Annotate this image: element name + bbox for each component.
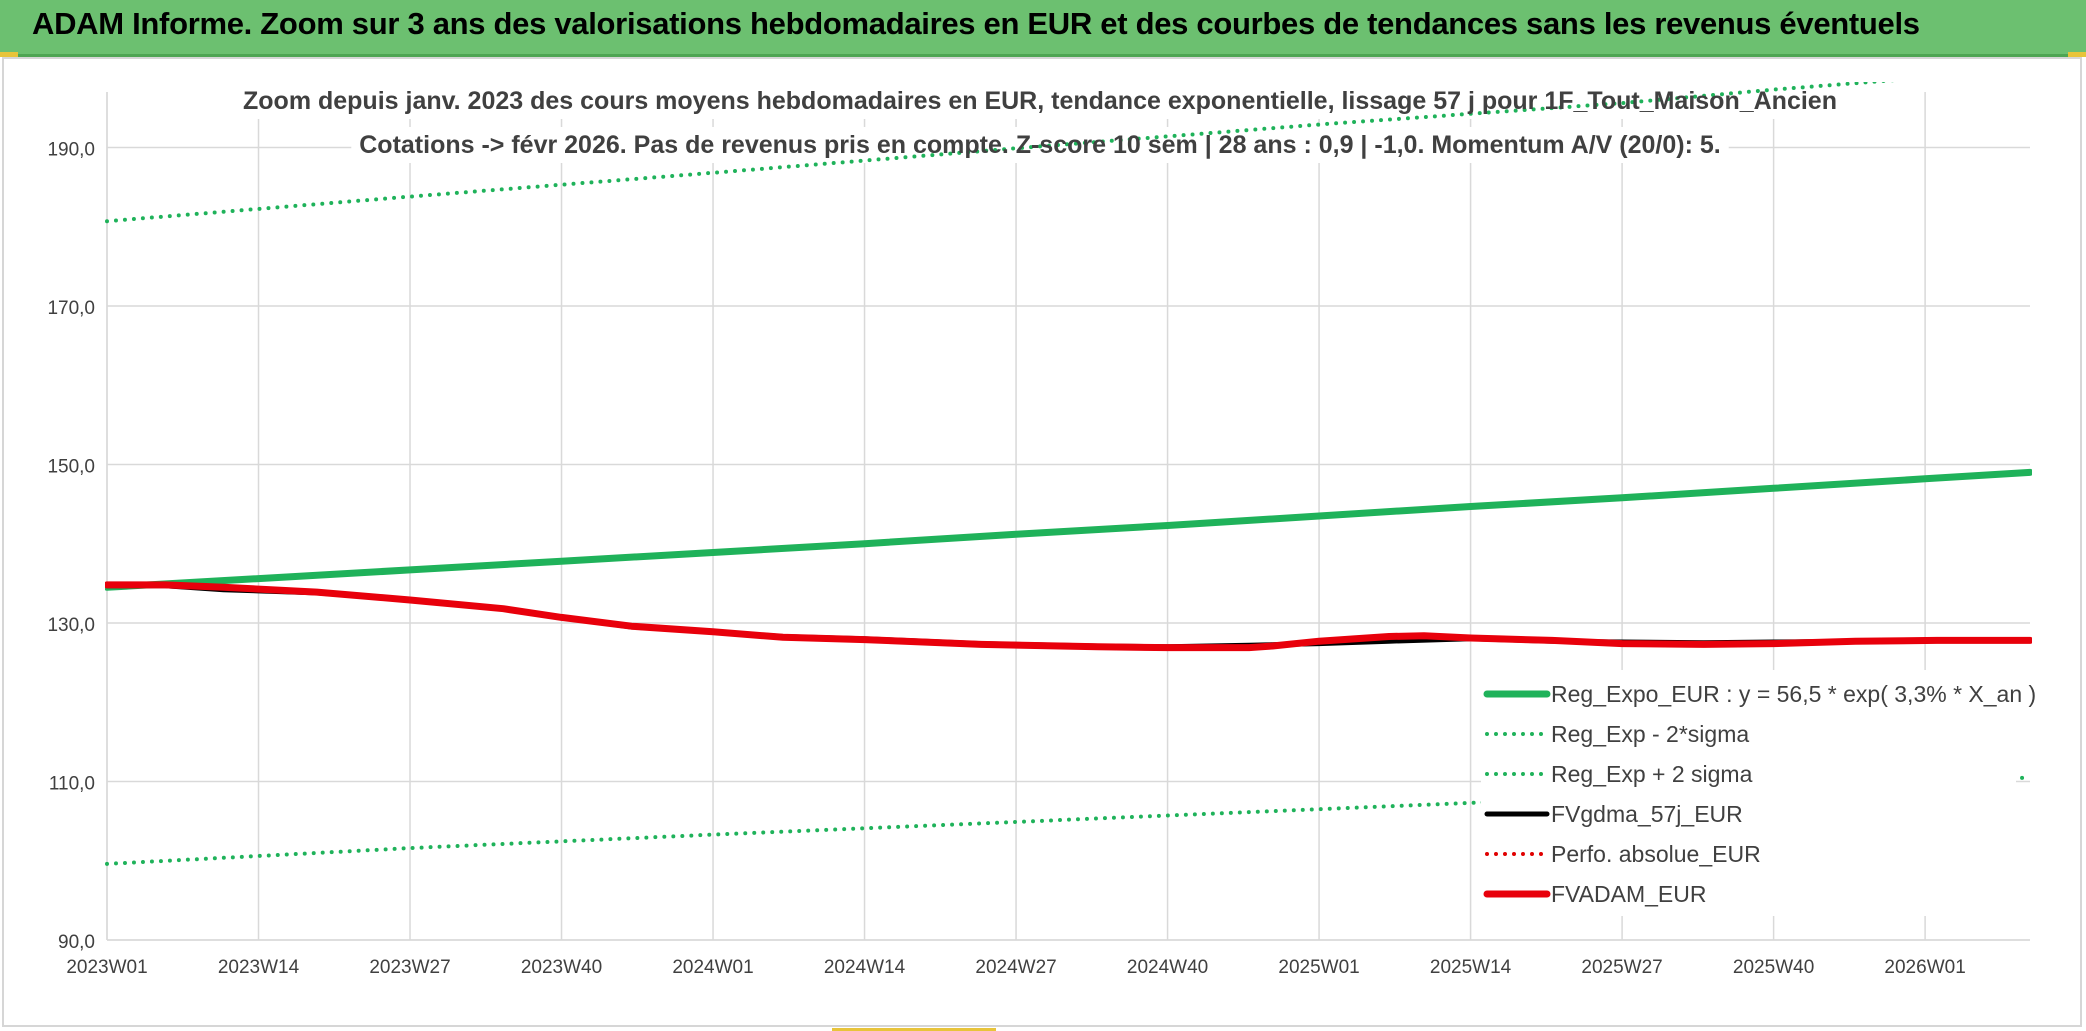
y-axis-ticks: 90,0 110,0 130,0 150,0 170,0 190,0 — [47, 139, 95, 953]
corner-mark-bottom — [832, 1028, 996, 1031]
title-backdrop — [235, 83, 1845, 119]
x-tick-label: 2023W40 — [521, 957, 602, 978]
corner-mark-top-right — [2068, 52, 2086, 57]
x-tick-label: 2023W14 — [218, 957, 300, 978]
series-line-reg-exp-2-sigma — [105, 775, 2032, 866]
x-tick-label: 2025W40 — [1733, 957, 1814, 978]
chart-title: Zoom depuis janv. 2023 des cours moyens … — [243, 87, 1837, 115]
x-tick-label: 2026W01 — [1884, 957, 1965, 978]
y-tick-label: 150,0 — [47, 456, 95, 477]
x-tick-label: 2023W01 — [66, 957, 147, 978]
y-tick-label: 190,0 — [47, 139, 95, 160]
series-line-fvgdma-57j-eur — [105, 583, 2032, 650]
series-lines — [105, 82, 2032, 866]
x-tick-label: 2025W01 — [1278, 957, 1359, 978]
legend-label-reg-expo-eur-y-56-5-exp-3-3-x-an: Reg_Expo_EUR : y = 56,5 * exp( 3,3% * X_… — [1551, 681, 2036, 707]
corner-mark-top-left — [0, 52, 18, 57]
y-tick-label: 170,0 — [47, 298, 95, 319]
legend: Reg_Expo_EUR : y = 56,5 * exp( 3,3% * X_… — [1481, 670, 2036, 916]
legend-label-fvadam-eur: FVADAM_EUR — [1551, 881, 1707, 907]
x-tick-label: 2023W27 — [369, 957, 450, 978]
legend-background — [1481, 670, 2016, 916]
legend-label-fvgdma-57j-eur: FVgdma_57j_EUR — [1551, 801, 1743, 827]
x-tick-label: 2024W14 — [824, 957, 906, 978]
chart-frame — [2, 57, 2082, 1027]
y-tick-label: 130,0 — [47, 615, 95, 636]
header-bar — [0, 0, 2086, 57]
legend-label-reg-exp-2-sigma: Reg_Exp + 2 sigma — [1551, 761, 1753, 787]
x-tick-label: 2024W40 — [1127, 957, 1208, 978]
x-axis-ticks: 2023W01 2023W14 2023W27 2023W40 2024W01 2024W… — [66, 957, 1965, 978]
legend-label-reg-exp-2-sigma: Reg_Exp - 2*sigma — [1551, 721, 1749, 747]
x-tick-label: 2024W27 — [975, 957, 1056, 978]
page-title: ADAM Informe. Zoom sur 3 ans des valoris… — [32, 6, 1920, 41]
y-tick-label: 90,0 — [58, 932, 95, 953]
y-tick-label: 110,0 — [49, 773, 95, 794]
x-tick-label: 2025W14 — [1430, 957, 1512, 978]
series-line-fvadam-eur — [105, 581, 2032, 652]
x-tick-label: 2024W01 — [672, 957, 753, 978]
series-line-reg-exp-2-sigma — [105, 82, 1896, 224]
chart-subtitle: Cotations -> févr 2026. Pas de revenus p… — [359, 131, 1720, 159]
x-tick-label: 2025W27 — [1581, 957, 1662, 978]
series-line-reg-expo-eur-y-56-5-exp-3-3-x-an — [105, 468, 2032, 591]
legend-label-perfo-absolue-eur: Perfo. absolue_EUR — [1551, 841, 1761, 867]
